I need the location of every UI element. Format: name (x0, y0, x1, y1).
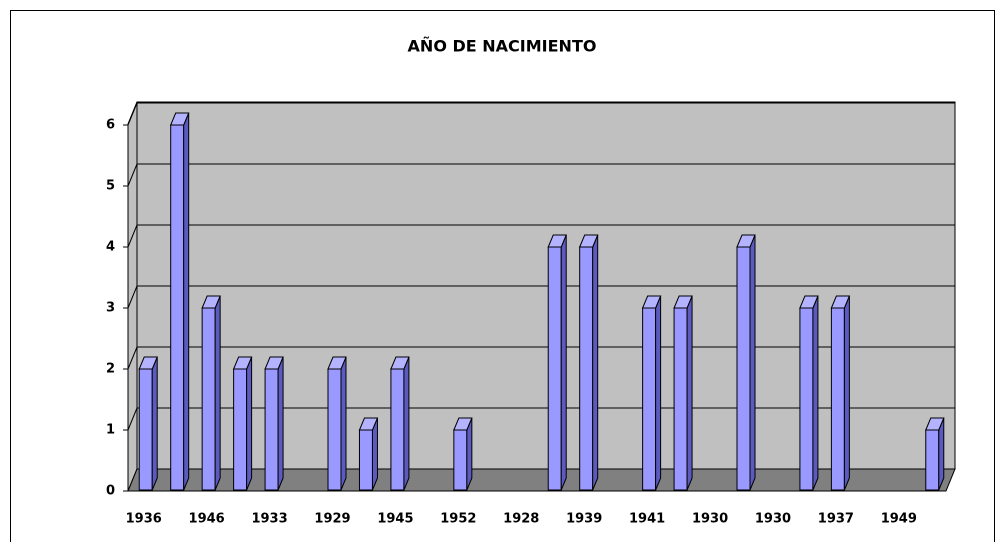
bar-side (151, 356, 158, 491)
y-tick-label: 6 (106, 118, 115, 133)
bar-front (453, 429, 468, 491)
bar (925, 417, 945, 491)
x-tick-label: 1930 (692, 512, 728, 527)
bar-side (560, 234, 567, 491)
y-tick-label: 3 (106, 301, 115, 316)
x-tick-label: 1939 (566, 512, 602, 527)
bar-front (830, 307, 845, 491)
bar (138, 356, 158, 491)
x-tick-label: 1930 (755, 512, 791, 527)
grid-line (127, 224, 138, 248)
bar-front (170, 124, 185, 491)
x-tick-label: 1946 (189, 512, 225, 527)
bar-top (830, 295, 851, 309)
bar-side (214, 295, 221, 491)
y-tick-label: 1 (106, 423, 115, 438)
y-tick-label: 5 (106, 179, 115, 194)
bar-top (138, 356, 158, 370)
bar-top (925, 417, 945, 431)
bar-top (673, 295, 693, 309)
bar-side (843, 295, 850, 491)
bar (673, 295, 693, 491)
bar-top (547, 234, 567, 248)
bar-front (642, 307, 657, 491)
bar-side (403, 356, 410, 491)
bar-front (138, 368, 153, 491)
bar-side (340, 356, 347, 491)
bar-front (264, 368, 279, 491)
bar-top (358, 417, 379, 431)
x-tick-label: 1941 (629, 512, 665, 527)
bar (830, 295, 851, 491)
grid-line (127, 102, 138, 126)
bar-side (246, 356, 253, 491)
bar-top (327, 356, 347, 370)
bar (736, 234, 756, 491)
bar-top (232, 356, 253, 370)
bar-front (327, 368, 342, 491)
y-tick-label: 2 (106, 362, 115, 377)
bar-top (641, 295, 662, 309)
bar (169, 112, 190, 491)
x-tick-label: 1949 (881, 512, 917, 527)
bar-top (799, 295, 819, 309)
bar-side (686, 295, 693, 491)
bar-top (453, 417, 473, 431)
bar-front (673, 307, 688, 491)
bar-front (736, 246, 751, 491)
bar-side (812, 295, 819, 491)
grid-line (127, 346, 138, 370)
bar (232, 356, 253, 491)
bar-front (799, 307, 814, 491)
bar-front (390, 368, 405, 491)
bar-front (579, 246, 594, 491)
bar (547, 234, 567, 491)
y-tick-label: 4 (106, 240, 115, 255)
bar (264, 356, 284, 491)
x-tick-label: 1933 (251, 512, 287, 527)
bar-top (264, 356, 284, 370)
bar (453, 417, 473, 491)
x-tick-label: 1945 (377, 512, 413, 527)
grid-line (127, 285, 138, 309)
bar (578, 234, 599, 491)
x-tick-label: 1929 (314, 512, 350, 527)
bar-side (277, 356, 284, 491)
y-tick-label: 0 (106, 484, 115, 499)
bar-side (592, 234, 599, 491)
bar-top (201, 295, 221, 309)
bar-front (547, 246, 562, 491)
bar-top (578, 234, 599, 248)
bar-side (655, 295, 662, 491)
bar-front (358, 429, 373, 491)
bar-front (925, 429, 940, 491)
bar (201, 295, 221, 491)
bar-top (169, 112, 190, 126)
x-tick-label: 1937 (818, 512, 854, 527)
bar (390, 356, 410, 491)
bar-front (201, 307, 216, 491)
x-tick-label: 1928 (503, 512, 539, 527)
bar (641, 295, 662, 491)
bar (358, 417, 379, 491)
grid-line (127, 163, 138, 187)
bar-top (736, 234, 756, 248)
x-tick-label: 1952 (440, 512, 476, 527)
bar-top (390, 356, 410, 370)
chart-title: AÑO DE NACIMIENTO (408, 37, 597, 56)
bar (327, 356, 347, 491)
grid-line (127, 407, 138, 431)
bar (799, 295, 819, 491)
x-tick-label: 1936 (126, 512, 162, 527)
bar-front (233, 368, 248, 491)
bar-side (749, 234, 756, 491)
bar-side (183, 112, 190, 491)
